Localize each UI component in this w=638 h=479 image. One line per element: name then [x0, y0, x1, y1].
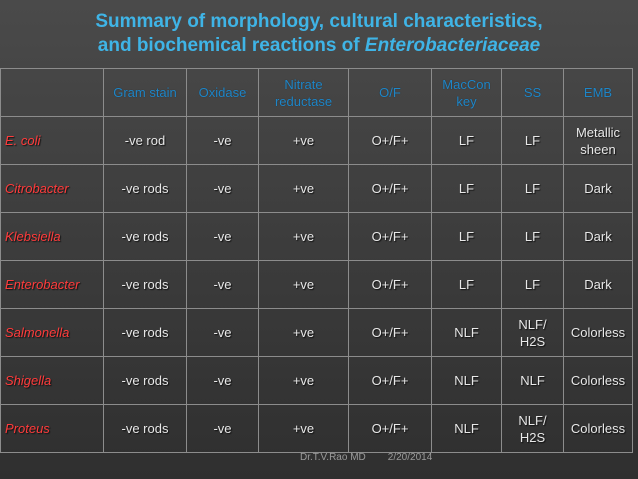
table-cell: -ve — [186, 404, 259, 453]
table-cell: LF — [501, 164, 564, 213]
table-cell: NLF — [431, 356, 502, 405]
table-cell: -ve rods — [103, 356, 187, 405]
table-cell: NLF — [501, 356, 564, 405]
table-cell: -ve — [186, 164, 259, 213]
table-cell: O+/F+ — [348, 116, 432, 165]
header-cell-oxidase: Oxidase — [186, 68, 259, 117]
table-cell: +ve — [258, 308, 349, 357]
table-cell: O+/F+ — [348, 308, 432, 357]
organism-cell: Salmonella — [0, 308, 104, 357]
organism-cell: E. coli — [0, 116, 104, 165]
table-row: E. coli -ve rod -ve +ve O+/F+ LF LF Meta… — [0, 116, 633, 165]
table-cell: +ve — [258, 212, 349, 261]
table-cell: -ve rods — [103, 212, 187, 261]
table-cell: -ve — [186, 356, 259, 405]
table-cell: O+/F+ — [348, 404, 432, 453]
table-cell: -ve — [186, 260, 259, 309]
footer-date: 2/20/2014 — [387, 452, 433, 463]
title-line-2: and biochemical reactions of Enterobacte… — [0, 34, 638, 58]
table-cell: LF — [431, 164, 502, 213]
summary-table: Gram stain Oxidase Nitrate reductase O/F… — [0, 68, 633, 453]
table-cell: -ve rods — [103, 260, 187, 309]
table-row: Enterobacter -ve rods -ve +ve O+/F+ LF L… — [0, 260, 633, 309]
table-header-row: Gram stain Oxidase Nitrate reductase O/F… — [0, 68, 633, 117]
footer-author: Dr.T.V.Rao MD — [300, 452, 366, 463]
table-cell: NLF — [431, 404, 502, 453]
table-cell: +ve — [258, 260, 349, 309]
table-cell: -ve rod — [103, 116, 187, 165]
table-cell: LF — [431, 260, 502, 309]
table-row: Citrobacter -ve rods -ve +ve O+/F+ LF LF… — [0, 164, 633, 213]
table-cell: NLF/ H2S — [501, 404, 564, 453]
organism-cell: Klebsiella — [0, 212, 104, 261]
table-cell: Dark — [563, 260, 633, 309]
table-cell: LF — [501, 260, 564, 309]
table-cell: +ve — [258, 404, 349, 453]
header-cell-of: O/F — [348, 68, 432, 117]
table-cell: NLF — [431, 308, 502, 357]
table-cell: NLF/ H2S — [501, 308, 564, 357]
table-cell: LF — [431, 212, 502, 261]
table-cell: -ve — [186, 308, 259, 357]
table-cell: Colorless — [563, 404, 633, 453]
table-cell: -ve — [186, 116, 259, 165]
table-cell: +ve — [258, 164, 349, 213]
table-cell: LF — [501, 116, 564, 165]
table-cell: +ve — [258, 116, 349, 165]
slide-footer: Dr.T.V.Rao MD 2/20/2014 — [300, 452, 454, 463]
table-cell: O+/F+ — [348, 164, 432, 213]
organism-cell: Shigella — [0, 356, 104, 405]
organism-cell: Proteus — [0, 404, 104, 453]
table-cell: Colorless — [563, 356, 633, 405]
table-row: Salmonella -ve rods -ve +ve O+/F+ NLF NL… — [0, 308, 633, 357]
organism-cell: Enterobacter — [0, 260, 104, 309]
table-cell: LF — [431, 116, 502, 165]
table-cell: -ve rods — [103, 164, 187, 213]
header-cell-nitrate-reductase: Nitrate reductase — [258, 68, 349, 117]
title-line-2-prefix: and biochemical reactions of — [97, 35, 365, 56]
table-row: Klebsiella -ve rods -ve +ve O+/F+ LF LF … — [0, 212, 633, 261]
table-cell: O+/F+ — [348, 260, 432, 309]
header-cell-empty — [0, 68, 104, 117]
table-cell: -ve rods — [103, 404, 187, 453]
table-cell: Metallic sheen — [563, 116, 633, 165]
organism-cell: Citrobacter — [0, 164, 104, 213]
table-cell: Colorless — [563, 308, 633, 357]
slide-title: Summary of morphology, cultural characte… — [0, 10, 638, 58]
title-line-2-italic: Enterobacteriaceae — [364, 35, 541, 56]
header-cell-macconkey: MacCon key — [431, 68, 502, 117]
table-cell: LF — [501, 212, 564, 261]
table-cell: +ve — [258, 356, 349, 405]
table-row: Proteus -ve rods -ve +ve O+/F+ NLF NLF/ … — [0, 404, 633, 453]
header-cell-emb: EMB — [563, 68, 633, 117]
title-line-1: Summary of morphology, cultural characte… — [95, 11, 543, 32]
table-row: Shigella -ve rods -ve +ve O+/F+ NLF NLF … — [0, 356, 633, 405]
table-cell: O+/F+ — [348, 212, 432, 261]
table-cell: Dark — [563, 164, 633, 213]
table-cell: -ve rods — [103, 308, 187, 357]
table-cell: O+/F+ — [348, 356, 432, 405]
header-cell-ss: SS — [501, 68, 564, 117]
table-cell: Dark — [563, 212, 633, 261]
header-cell-gram-stain: Gram stain — [103, 68, 187, 117]
table-cell: -ve — [186, 212, 259, 261]
